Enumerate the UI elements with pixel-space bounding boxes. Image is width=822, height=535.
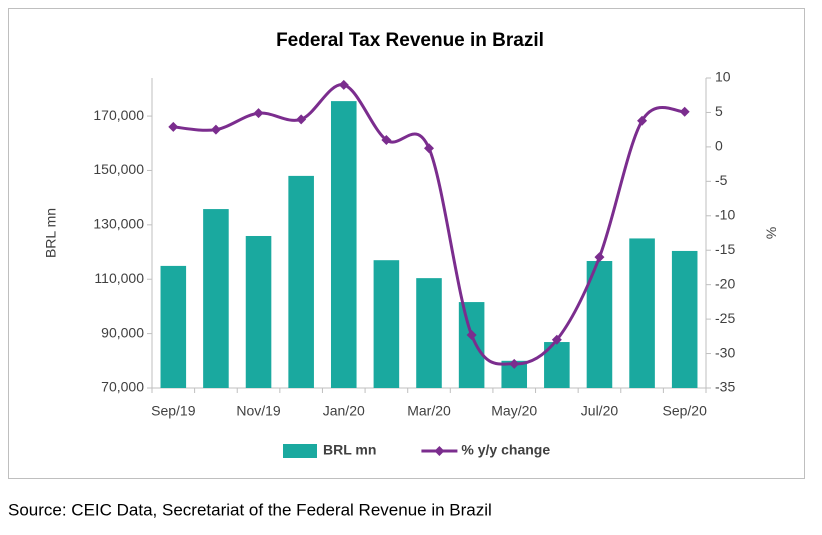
line-marker: [679, 106, 690, 117]
y2-tick-label: 0: [715, 138, 723, 154]
y2-tick-label: -35: [715, 379, 735, 395]
chart-title: Federal Tax Revenue in Brazil: [276, 30, 544, 51]
legend-swatch: [283, 444, 317, 458]
y-tick-label: 90,000: [101, 324, 144, 340]
y2-tick-label: -15: [715, 241, 735, 257]
x-tick-label: Jan/20: [323, 403, 365, 419]
bar: [203, 209, 229, 388]
legend-marker: [434, 446, 445, 456]
x-tick-label: Jul/20: [581, 403, 619, 419]
line-marker: [551, 334, 562, 345]
line-marker: [253, 108, 264, 119]
y2-tick-label: -25: [715, 310, 735, 326]
bar: [671, 250, 698, 388]
x-tick-label: Sep/20: [663, 403, 708, 419]
line-marker: [210, 124, 221, 135]
y2-axis-title: %: [763, 227, 779, 239]
bar: [458, 302, 485, 388]
y-tick-label: 70,000: [101, 379, 144, 395]
line-marker: [338, 79, 349, 90]
legend-label: BRL mn: [323, 442, 376, 458]
line-marker: [594, 252, 605, 263]
line-marker: [296, 114, 307, 125]
x-tick-label: Mar/20: [407, 403, 451, 419]
bar: [629, 238, 655, 388]
line-marker: [466, 329, 477, 340]
y2-tick-label: -20: [715, 275, 735, 291]
y2-tick-label: -10: [715, 206, 735, 222]
y-tick-label: 150,000: [93, 161, 144, 177]
line-marker: [381, 135, 392, 145]
y2-tick-label: -30: [715, 344, 735, 360]
legend-label: % y/y change: [461, 442, 550, 458]
y-axis-title: BRL mn: [43, 208, 59, 258]
line-marker: [509, 358, 520, 369]
bar: [245, 235, 272, 388]
line-marker: [168, 121, 179, 132]
line-marker: [637, 115, 648, 126]
y2-tick-label: 10: [715, 69, 731, 85]
x-tick-label: May/20: [491, 403, 537, 419]
x-tick-label: Sep/19: [151, 403, 196, 419]
line-marker: [424, 143, 434, 154]
chart-frame: [8, 8, 805, 479]
bar: [586, 261, 613, 388]
y-tick-label: 170,000: [93, 107, 144, 123]
y2-tick-label: -5: [715, 172, 728, 188]
y2-tick-label: 5: [715, 103, 723, 119]
bar: [160, 265, 187, 388]
bar: [373, 260, 400, 388]
y-tick-label: 110,000: [94, 270, 144, 286]
bar: [330, 101, 357, 388]
bar: [288, 175, 314, 388]
line: [173, 83, 685, 366]
source-note: Source: CEIC Data, Secretariat of the Fe…: [8, 500, 492, 519]
bar: [416, 278, 442, 388]
y-tick-label: 130,000: [93, 216, 144, 232]
x-tick-label: Nov/19: [236, 403, 281, 419]
